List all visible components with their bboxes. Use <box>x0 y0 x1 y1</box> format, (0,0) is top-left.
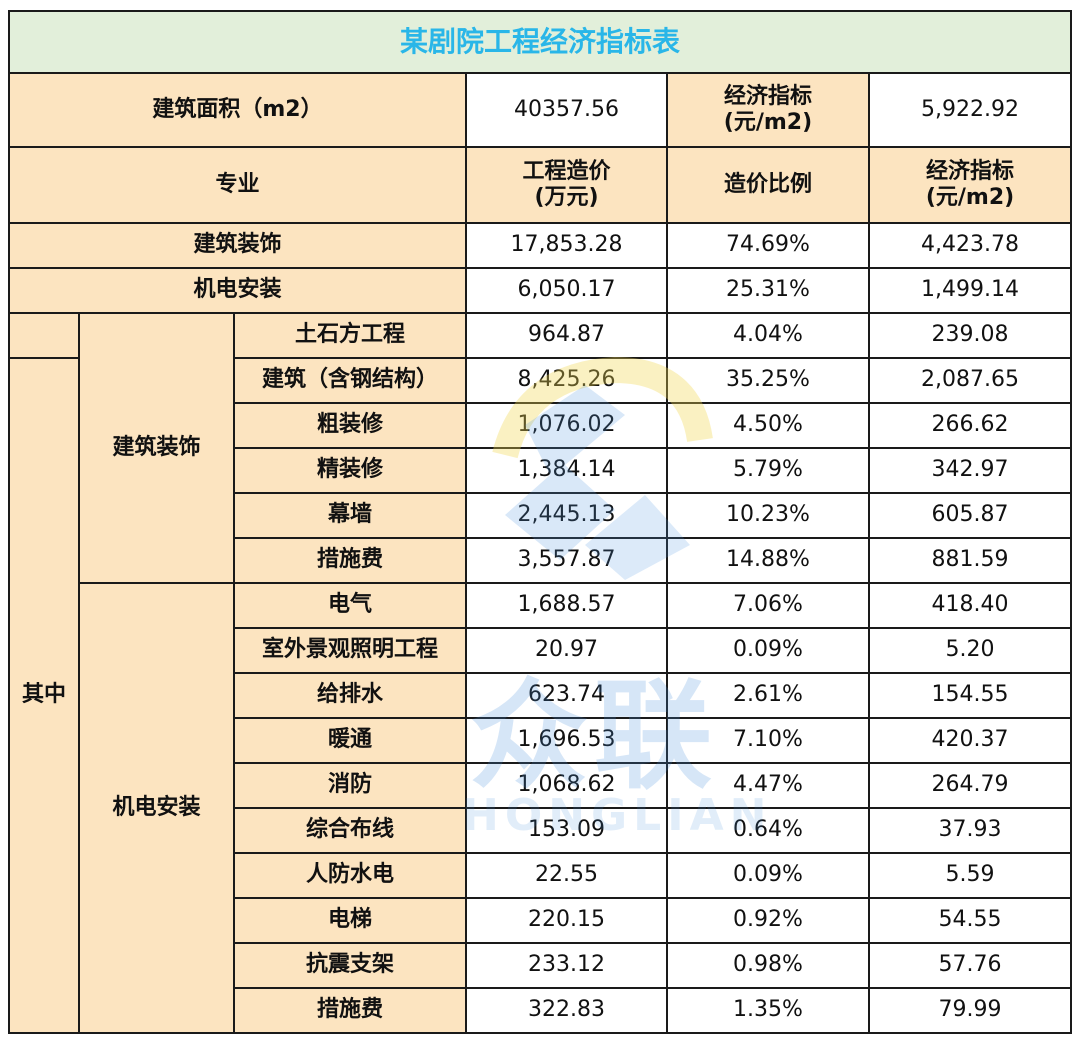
header-index: 经济指标 (元/m2) <box>867 146 1073 224</box>
building-area-value: 40357.56 <box>465 72 668 148</box>
item-cost: 623.74 <box>465 672 668 719</box>
item-name: 暖通 <box>233 717 467 764</box>
item-index: 264.79 <box>867 762 1073 809</box>
item-name: 建筑（含钢结构） <box>233 357 467 404</box>
summary-ratio: 74.69% <box>666 222 870 269</box>
summary-name: 建筑装饰 <box>8 222 467 269</box>
item-cost: 220.15 <box>465 897 668 944</box>
table-title: 某剧院工程经济指标表 <box>7 10 1073 74</box>
item-index: 418.40 <box>867 582 1073 629</box>
item-index: 2,087.65 <box>867 357 1073 404</box>
item-ratio: 35.25% <box>666 357 870 404</box>
item-cost: 20.97 <box>465 627 668 674</box>
summary-index: 1,499.14 <box>867 267 1073 314</box>
item-name: 措施费 <box>233 537 467 584</box>
item-name: 电梯 <box>233 897 467 944</box>
item-name: 人防水电 <box>233 852 467 899</box>
area-index-label: 经济指标 (元/m2) <box>666 72 870 148</box>
item-index: 266.62 <box>867 402 1073 449</box>
item-ratio: 0.92% <box>666 897 870 944</box>
blank-cell <box>8 312 80 359</box>
summary-ratio: 25.31% <box>666 267 870 314</box>
item-index: 54.55 <box>867 897 1073 944</box>
building-area-label: 建筑面积（m2） <box>8 72 467 148</box>
item-ratio: 14.88% <box>666 537 870 584</box>
item-cost: 153.09 <box>465 807 668 854</box>
item-index: 5.59 <box>867 852 1073 899</box>
item-name: 精装修 <box>233 447 467 494</box>
item-ratio: 0.09% <box>666 627 870 674</box>
item-ratio: 0.98% <box>666 942 870 989</box>
header-ratio: 造价比例 <box>666 146 870 224</box>
item-name: 综合布线 <box>233 807 467 854</box>
item-cost: 3,557.87 <box>465 537 668 584</box>
item-ratio: 7.06% <box>666 582 870 629</box>
summary-index: 4,423.78 <box>867 222 1073 269</box>
group-label: 其中 <box>8 357 80 1034</box>
item-cost: 1,688.57 <box>465 582 668 629</box>
item-cost: 8,425.26 <box>465 357 668 404</box>
item-cost: 1,696.53 <box>465 717 668 764</box>
item-index: 881.59 <box>867 537 1073 584</box>
item-index: 342.97 <box>867 447 1073 494</box>
item-cost: 2,445.13 <box>465 492 668 539</box>
item-index: 57.76 <box>867 942 1073 989</box>
item-cost: 1,068.62 <box>465 762 668 809</box>
item-index: 239.08 <box>867 312 1073 359</box>
economic-index-table-wrapper: 某剧院工程经济指标表 建筑面积（m2） 40357.56 经济指标 (元/m2)… <box>7 10 1073 1034</box>
item-cost: 1,384.14 <box>465 447 668 494</box>
item-ratio: 4.04% <box>666 312 870 359</box>
subgroup-arch-label: 建筑装饰 <box>78 312 235 584</box>
item-ratio: 10.23% <box>666 492 870 539</box>
item-name: 室外景观照明工程 <box>233 627 467 674</box>
item-name: 幕墙 <box>233 492 467 539</box>
area-index-value: 5,922.92 <box>867 72 1073 148</box>
item-name: 给排水 <box>233 672 467 719</box>
item-name: 抗震支架 <box>233 942 467 989</box>
item-ratio: 4.50% <box>666 402 870 449</box>
summary-cost: 6,050.17 <box>465 267 668 314</box>
summary-name: 机电安装 <box>8 267 467 314</box>
economic-index-table: 某剧院工程经济指标表 建筑面积（m2） 40357.56 经济指标 (元/m2)… <box>7 10 1073 1034</box>
item-ratio: 5.79% <box>666 447 870 494</box>
item-index: 37.93 <box>867 807 1073 854</box>
item-cost: 1,076.02 <box>465 402 668 449</box>
item-ratio: 2.61% <box>666 672 870 719</box>
item-name: 消防 <box>233 762 467 809</box>
item-index: 605.87 <box>867 492 1073 539</box>
item-cost: 22.55 <box>465 852 668 899</box>
header-major: 专业 <box>8 146 467 224</box>
item-ratio: 0.64% <box>666 807 870 854</box>
header-cost: 工程造价 (万元) <box>465 146 668 224</box>
item-cost: 233.12 <box>465 942 668 989</box>
item-ratio: 0.09% <box>666 852 870 899</box>
item-ratio: 1.35% <box>666 987 870 1034</box>
item-index: 154.55 <box>867 672 1073 719</box>
item-name: 土石方工程 <box>233 312 467 359</box>
item-cost: 322.83 <box>465 987 668 1034</box>
item-index: 79.99 <box>867 987 1073 1034</box>
item-cost: 964.87 <box>465 312 668 359</box>
item-ratio: 7.10% <box>666 717 870 764</box>
item-index: 5.20 <box>867 627 1073 674</box>
item-name: 电气 <box>233 582 467 629</box>
item-name: 粗装修 <box>233 402 467 449</box>
subgroup-mep-label: 机电安装 <box>78 582 235 1034</box>
item-ratio: 4.47% <box>666 762 870 809</box>
item-name: 措施费 <box>233 987 467 1034</box>
summary-cost: 17,853.28 <box>465 222 668 269</box>
item-index: 420.37 <box>867 717 1073 764</box>
